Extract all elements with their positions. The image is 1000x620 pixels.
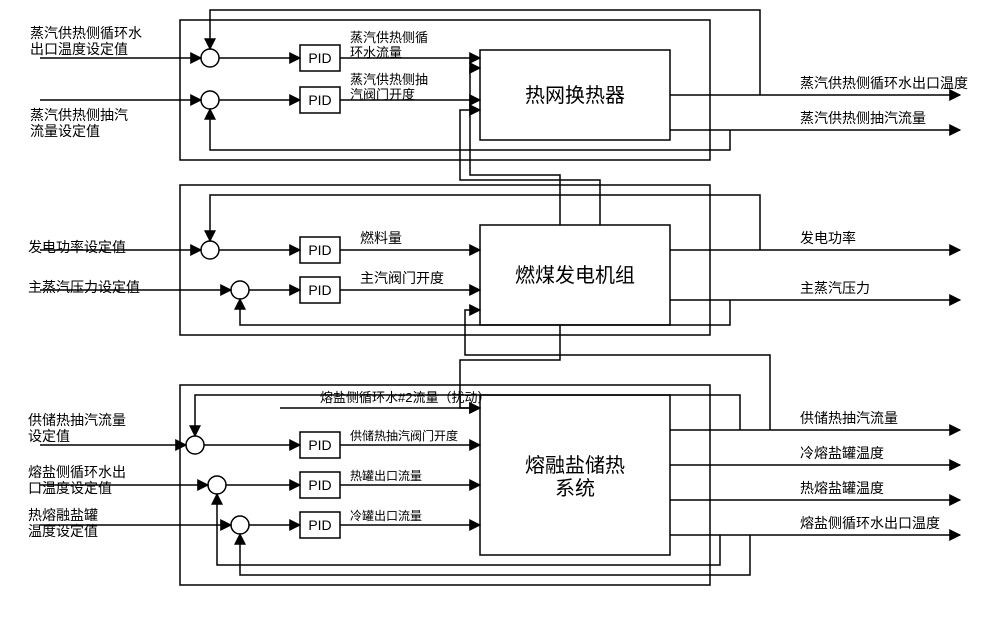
- sum-c7: [231, 516, 249, 534]
- label-in6: 熔盐侧循环水出口温度设定值: [28, 464, 126, 496]
- fb1: [210, 10, 760, 95]
- pid-label-p7: PID: [308, 517, 331, 533]
- label-mid5: 供储热抽汽阀门开度: [350, 428, 458, 443]
- plant-label-plant1: 热网换热器: [525, 84, 625, 107]
- pid-label-p5: PID: [308, 437, 331, 453]
- label-out8: 熔盐侧循环水出口温度: [800, 515, 940, 531]
- pid-label-p6: PID: [308, 477, 331, 493]
- fb3: [210, 195, 760, 250]
- label-out6: 冷熔盐罐温度: [800, 445, 884, 461]
- label-in2: 蒸汽供热侧抽汽流量设定值: [30, 107, 128, 139]
- label-mid6: 热罐出口流量: [350, 469, 422, 483]
- label-out3: 发电功率: [800, 230, 856, 246]
- pid-label-p2: PID: [308, 92, 331, 108]
- label-mid1: 蒸汽供热侧循环水流量: [350, 30, 428, 60]
- pid-label-p4: PID: [308, 282, 331, 298]
- label-out2: 蒸汽供热侧抽汽流量: [800, 110, 926, 126]
- label-in3: 发电功率设定值: [28, 239, 126, 255]
- sum-c6: [208, 476, 226, 494]
- label-in7: 热熔融盐罐温度设定值: [28, 507, 98, 539]
- label-in4: 主蒸汽压力设定值: [28, 279, 140, 295]
- label-mid7: 冷罐出口流量: [350, 509, 422, 523]
- group-g2: [180, 185, 710, 335]
- plant-label-plant2: 燃煤发电机组: [515, 264, 635, 287]
- sum-c1: [201, 49, 219, 67]
- pid-label-p3: PID: [308, 242, 331, 258]
- sum-c4: [231, 281, 249, 299]
- plant-label2-plant3: 系统: [555, 477, 595, 500]
- label-mid-dist: 熔盐侧循环水#2流量（扰动）: [320, 390, 490, 405]
- pid-label-p1: PID: [308, 50, 331, 66]
- label-out7: 热熔盐罐温度: [800, 480, 884, 496]
- sum-c5: [186, 436, 204, 454]
- label-out5: 供储热抽汽流量: [800, 410, 898, 426]
- label-mid2: 蒸汽供热侧抽汽阀门开度: [350, 72, 428, 102]
- label-in1: 蒸汽供热侧循环水出口温度设定值: [30, 25, 142, 57]
- sum-c2: [201, 91, 219, 109]
- label-mid3: 燃料量: [360, 230, 402, 246]
- sum-c3: [201, 241, 219, 259]
- group-g1: [180, 20, 710, 160]
- label-in5: 供储热抽汽流量设定值: [28, 412, 126, 444]
- label-out4: 主蒸汽压力: [800, 280, 870, 296]
- plant-label1-plant3: 熔融盐储热: [525, 454, 625, 477]
- label-mid4: 主汽阀门开度: [360, 270, 444, 286]
- label-out1: 蒸汽供热侧循环水出口温度: [800, 75, 968, 91]
- cross-b: [460, 110, 600, 225]
- cross-d: [465, 310, 770, 430]
